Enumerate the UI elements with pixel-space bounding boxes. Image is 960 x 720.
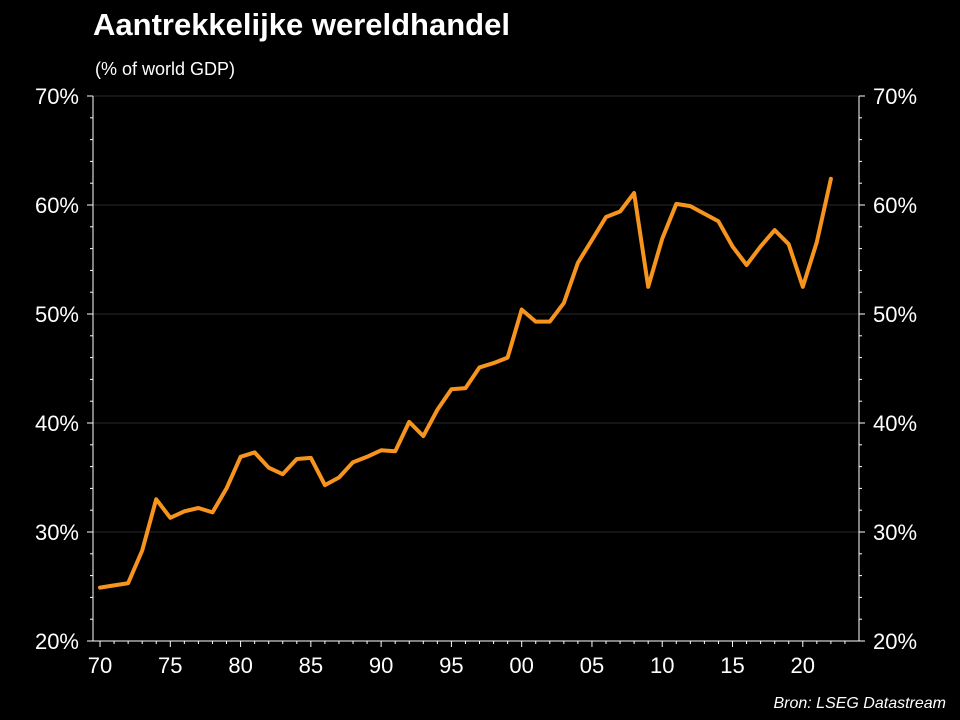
y-tick-label-left: 40% — [35, 411, 79, 436]
x-tick-label: 20 — [791, 653, 815, 678]
x-tick-label: 15 — [720, 653, 744, 678]
y-tick-label-right: 20% — [873, 629, 917, 654]
y-tick-label-left: 30% — [35, 520, 79, 545]
x-tick-label: 95 — [439, 653, 463, 678]
source-note: Bron: LSEG Datastream — [773, 695, 946, 712]
series-group — [98, 176, 833, 590]
y-tick-label-right: 30% — [873, 520, 917, 545]
gridlines — [93, 95, 859, 533]
x-axis-labels: 70 75 80 85 90 95 00 05 10 15 20 — [88, 653, 815, 678]
x-tick-label: 80 — [228, 653, 252, 678]
y-tick-label-right: 70% — [873, 84, 917, 109]
x-tick-label: 90 — [369, 653, 393, 678]
y-tick-label-left: 60% — [35, 193, 79, 218]
x-tick-label: 85 — [299, 653, 323, 678]
y-tick-label-left: 20% — [35, 629, 79, 654]
x-tick-label: 75 — [158, 653, 182, 678]
x-tick-label: 00 — [509, 653, 533, 678]
axes — [87, 95, 865, 647]
y-tick-label-right: 40% — [873, 411, 917, 436]
y-tick-label-left: 50% — [35, 302, 79, 327]
series-line-0 — [98, 176, 833, 590]
y-tick-label-left: 70% — [35, 84, 79, 109]
y-tick-label-right: 60% — [873, 193, 917, 218]
y-axis-labels-right: 20% 30% 40% 50% 60% 70% — [873, 84, 917, 654]
y-tick-label-right: 50% — [873, 302, 917, 327]
chart-subtitle: (% of world GDP) — [95, 59, 236, 79]
y-axis-labels-left: 20% 30% 40% 50% 60% 70% — [35, 84, 79, 654]
x-tick-label: 10 — [650, 653, 674, 678]
x-tick-label: 05 — [580, 653, 604, 678]
chart-title: Aantrekkelijke wereldhandel — [93, 7, 510, 42]
x-tick-label: 70 — [88, 653, 112, 678]
